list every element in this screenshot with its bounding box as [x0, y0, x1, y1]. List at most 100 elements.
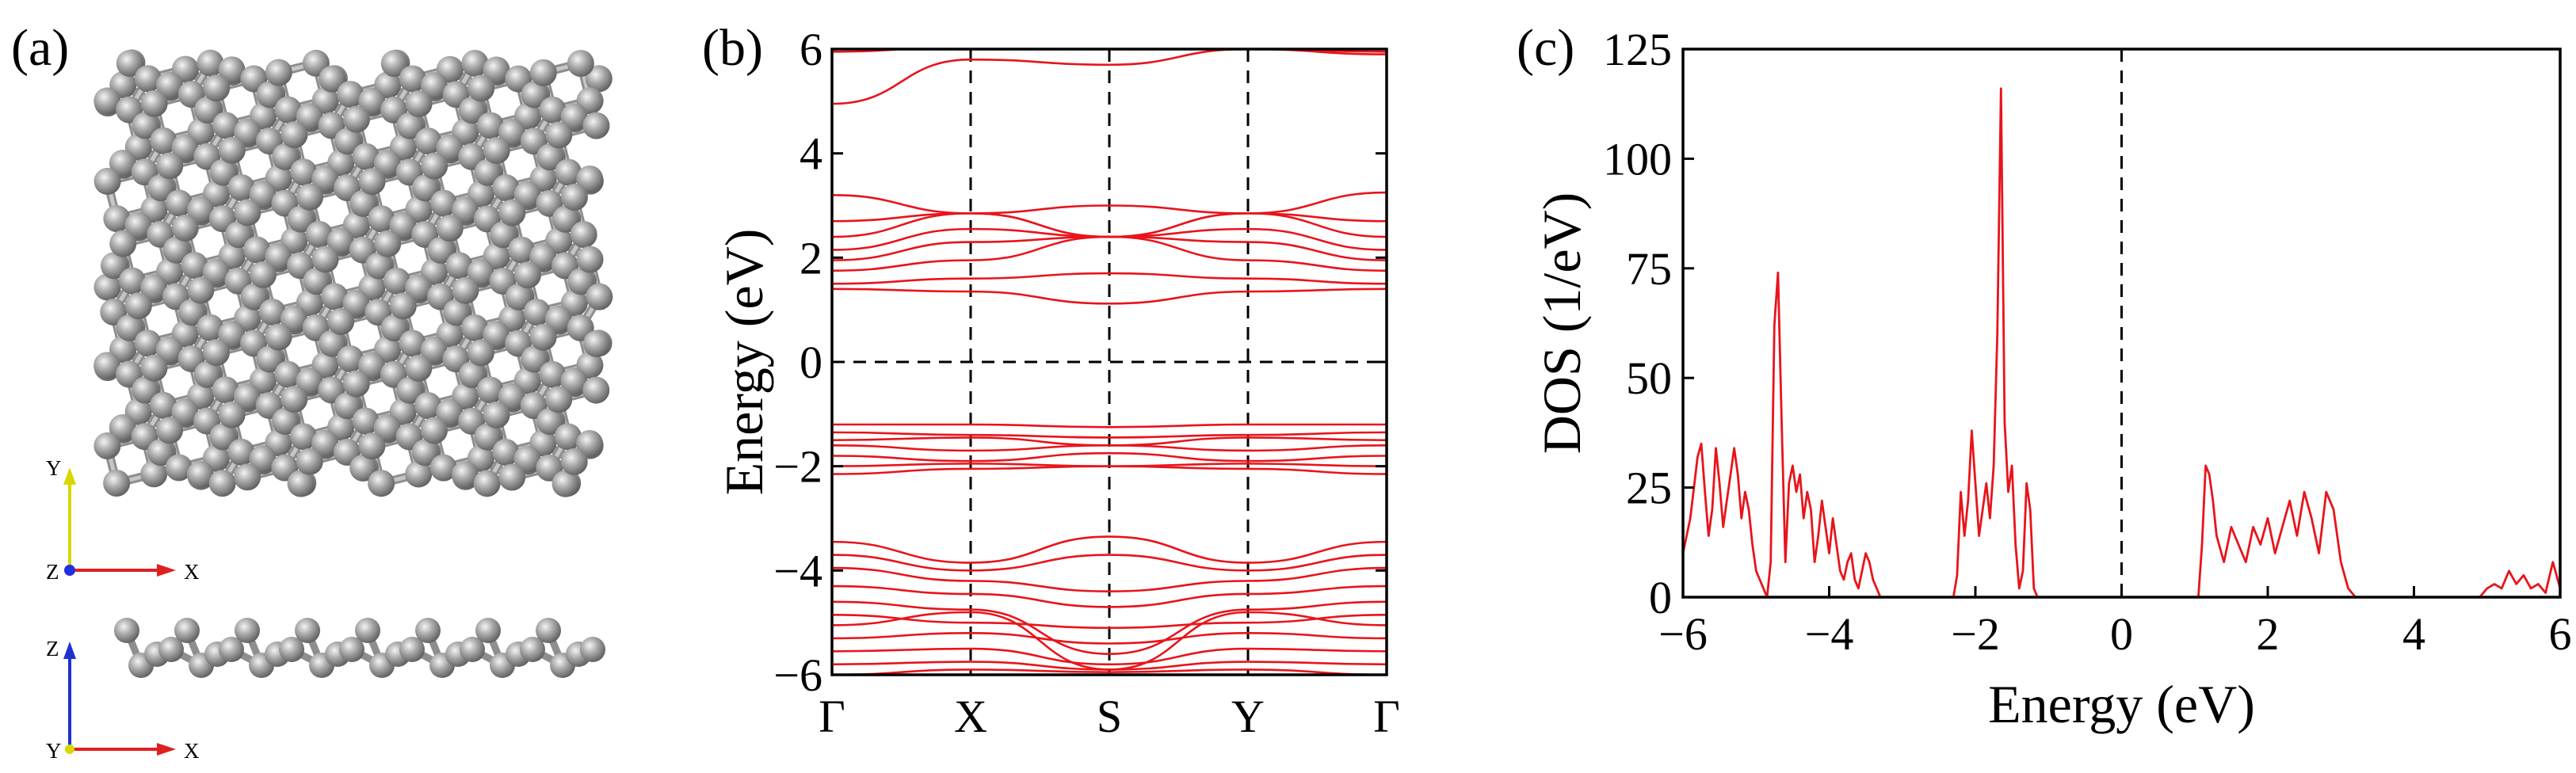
top-view-atom — [140, 460, 168, 488]
band-line-21 — [832, 585, 1387, 608]
top-view-atom — [186, 460, 214, 488]
top-view-atom — [311, 429, 339, 457]
top-view-atom — [483, 136, 510, 164]
side-view-atom — [235, 618, 260, 643]
top-view-atom — [570, 221, 597, 249]
top-view-atom — [218, 56, 246, 84]
top-view-atom — [289, 423, 317, 451]
top-view-atom — [218, 321, 246, 348]
side-axis-x-label: X — [184, 739, 200, 763]
top-view-atom — [414, 392, 442, 420]
top-view-atom — [383, 267, 410, 295]
dos-xtick-label-3: 0 — [2110, 608, 2133, 660]
top-view-atom — [336, 345, 364, 373]
top-view-atom — [405, 460, 433, 488]
dos-xtick-label-0: −6 — [1658, 608, 1708, 660]
band-structure-chart: −6 −4 −2 0 2 4 6 Γ X S Y Γ Energy (eV) — [714, 24, 1400, 742]
top-view-atom — [421, 152, 448, 180]
top-view-atom — [498, 463, 526, 491]
top-view-atom — [234, 118, 261, 146]
top-view-atom — [483, 56, 510, 84]
top-axis-y-label: Y — [46, 456, 62, 480]
top-view-atom — [319, 65, 346, 93]
top-view-atom — [334, 128, 361, 155]
top-view-atom — [171, 214, 199, 242]
top-view-atom — [155, 71, 183, 99]
band-ytick-label-2: −2 — [773, 441, 822, 493]
dos-xtick-label-2: −2 — [1951, 608, 2000, 660]
band-ylabel: Energy (eV) — [714, 229, 774, 496]
top-view-atom — [249, 445, 277, 473]
band-ytick-label-3: 0 — [800, 337, 822, 388]
top-view-atom — [555, 158, 582, 186]
top-view-atom — [101, 252, 128, 280]
top-view-atom — [544, 305, 572, 333]
top-view-atom — [132, 376, 159, 404]
dos-ytick-label-1: 25 — [1626, 463, 1672, 514]
top-view-atom — [140, 274, 168, 302]
top-view-atom — [109, 149, 136, 177]
top-view-atom — [265, 242, 292, 270]
top-view-atom — [93, 432, 121, 459]
top-view-atom — [147, 174, 175, 202]
top-view-atom — [539, 96, 567, 124]
top-view-atom — [203, 74, 231, 102]
top-view-atom — [545, 386, 573, 413]
top-view-atom — [513, 445, 541, 473]
top-view-atom — [93, 87, 121, 115]
band-line-23 — [832, 613, 1387, 630]
top-view-atom — [521, 345, 548, 373]
top-view-atom — [178, 299, 206, 326]
top-view-atom — [436, 398, 464, 426]
top-view-atom — [218, 401, 246, 428]
top-view-atom — [227, 438, 255, 466]
side-view-atoms — [114, 618, 605, 678]
top-view-atom — [321, 283, 349, 310]
side-view-axes-icon: Z Y X — [46, 637, 200, 763]
kpath-label-0: Γ — [819, 691, 845, 742]
top-view-atom — [342, 105, 370, 133]
top-view-atom — [551, 205, 579, 233]
top-view-atom — [536, 143, 564, 171]
top-view-atom — [513, 181, 541, 208]
top-view-atom — [364, 252, 392, 280]
top-view-atom — [109, 413, 136, 441]
top-view-atom — [296, 367, 323, 395]
top-view-atom — [420, 417, 448, 444]
band-line-17 — [832, 465, 1387, 475]
top-view-atom — [429, 189, 457, 217]
top-view-atom — [414, 128, 442, 155]
top-view-atom — [476, 376, 504, 404]
side-view-atom — [399, 637, 425, 662]
side-view-atom — [415, 618, 441, 643]
top-view-atom — [508, 236, 536, 264]
dos-plot-frame — [1681, 48, 2562, 599]
top-view-atom — [116, 49, 143, 77]
panel-b-label: (b) — [702, 19, 763, 77]
top-view-atom — [461, 314, 489, 341]
dos-ytick-label-4: 100 — [1603, 133, 1672, 185]
dos-ylabel: DOS (1/eV) — [1532, 192, 1592, 455]
band-line-8 — [832, 235, 1387, 272]
top-view-atom — [467, 74, 495, 102]
top-view-atom — [560, 183, 588, 211]
top-view-atom — [498, 383, 525, 410]
top-view-axes-icon: Y Z X — [46, 456, 200, 584]
top-view-atom — [458, 97, 486, 124]
top-view-atom — [529, 59, 557, 86]
top-view-atom — [567, 50, 594, 78]
top-view-atom — [162, 236, 190, 264]
band-line-28 — [832, 668, 1387, 675]
top-view-atom — [529, 243, 557, 271]
side-view-atom — [158, 637, 184, 662]
panel-c: (c) 0 25 50 75 100 125 −6 −4 −2 0 2 4 6 Energy (eV) DO… — [1517, 19, 2572, 734]
top-view-atom — [374, 230, 402, 257]
top-view-atom — [234, 463, 261, 491]
top-view-atom — [411, 174, 439, 202]
dos-xtick-label-5: 4 — [2402, 608, 2425, 660]
top-view-atom — [554, 423, 582, 451]
top-view-atom — [187, 276, 215, 304]
top-view-atom — [280, 386, 308, 413]
band-line-12 — [832, 431, 1387, 439]
